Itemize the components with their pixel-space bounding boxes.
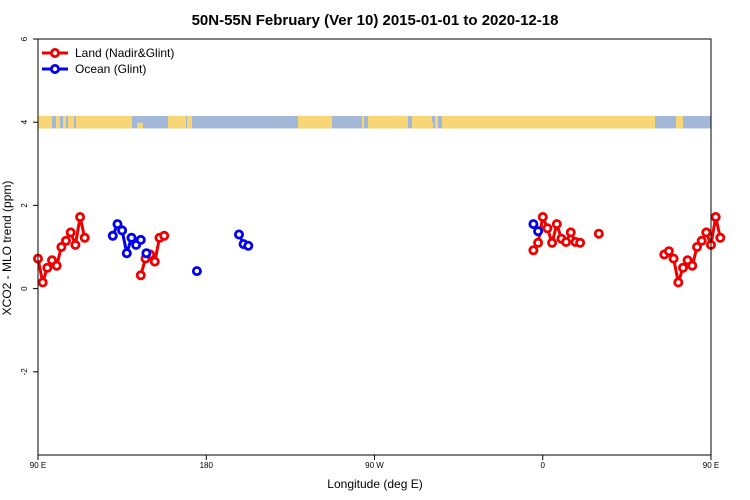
data-point xyxy=(70,239,81,250)
y-tick-label: 6 xyxy=(20,36,29,41)
data-point xyxy=(547,237,558,248)
data-point xyxy=(126,232,137,243)
legend-marker xyxy=(50,64,61,75)
data-point xyxy=(149,256,160,267)
x-axis-label: Longitude (deg E) xyxy=(327,477,422,491)
y-tick-label: 0 xyxy=(20,286,29,291)
x-tick-label: 90 E xyxy=(703,461,719,470)
land-band-segment xyxy=(427,122,433,129)
land-band-segment xyxy=(676,115,683,129)
data-point xyxy=(191,266,202,277)
legend: Land (Nadir&Glint) Ocean (Glint) xyxy=(42,46,174,76)
data-point xyxy=(233,229,244,240)
data-point xyxy=(561,236,572,247)
series-ocean xyxy=(107,219,544,277)
land-band-segment xyxy=(442,115,655,129)
data-point xyxy=(528,219,539,230)
data-point xyxy=(159,230,170,241)
data-point xyxy=(61,235,72,246)
land-band-segment xyxy=(76,115,132,129)
data-point xyxy=(565,227,576,238)
data-point xyxy=(696,235,707,246)
x-tick-label: 180 xyxy=(200,461,214,470)
land-band-segment xyxy=(187,115,192,129)
data-point xyxy=(75,211,86,222)
data-point xyxy=(79,232,90,243)
x-axis: 90 E 180 90 W 0 90 E xyxy=(30,455,719,470)
data-point xyxy=(663,246,674,257)
data-point xyxy=(117,225,128,236)
data-point xyxy=(65,227,76,238)
data-point xyxy=(687,260,698,271)
land-band-segment xyxy=(68,115,74,129)
data-point xyxy=(673,277,684,288)
y-axis-label: XCO2 - MLO trend (ppm) xyxy=(0,181,14,316)
data-point xyxy=(533,226,544,237)
data-point xyxy=(51,260,62,271)
data-point xyxy=(56,241,67,252)
land-ocean-band xyxy=(38,115,711,129)
land-band-segment xyxy=(368,115,408,129)
data-point xyxy=(692,241,703,252)
data-point xyxy=(37,277,48,288)
legend-item: Land (Nadir&Glint) xyxy=(42,46,174,60)
data-point xyxy=(121,248,132,259)
x-tick-label: 0 xyxy=(541,461,546,470)
data-point xyxy=(112,219,123,230)
data-point xyxy=(575,237,586,248)
y-tick-label: -2 xyxy=(20,368,29,376)
legend-label: Ocean (Glint) xyxy=(75,62,146,76)
data-point xyxy=(107,230,118,241)
land-band-segment xyxy=(435,115,438,129)
chart-title: 50N-55N February (Ver 10) 2015-01-01 to … xyxy=(192,12,559,29)
data-point xyxy=(678,262,689,273)
data-point xyxy=(533,237,544,248)
series-layer xyxy=(33,211,726,289)
data-point xyxy=(668,253,679,264)
land-band-segment xyxy=(362,115,364,129)
y-tick-label: 2 xyxy=(20,203,29,208)
y-axis: -2 0 2 4 6 xyxy=(20,36,38,375)
data-point xyxy=(42,262,53,273)
land-band-segment xyxy=(56,115,60,129)
data-point xyxy=(701,227,712,238)
data-point xyxy=(537,211,548,222)
y-tick-label: 4 xyxy=(20,119,29,124)
data-point xyxy=(542,223,553,234)
data-point xyxy=(715,232,726,243)
land-band-segment xyxy=(168,115,186,129)
legend-label: Land (Nadir&Glint) xyxy=(75,46,174,60)
legend-item: Ocean (Glint) xyxy=(42,62,146,76)
data-point xyxy=(710,211,721,222)
land-band-segment xyxy=(137,122,143,129)
legend-marker xyxy=(50,48,61,59)
data-point xyxy=(141,248,152,259)
land-band-segment xyxy=(298,115,332,129)
data-point xyxy=(135,234,146,245)
land-band-segment xyxy=(63,115,66,129)
x-tick-label: 90 W xyxy=(365,461,384,470)
series-land xyxy=(33,211,726,289)
land-band-segment xyxy=(38,115,52,129)
data-point xyxy=(135,270,146,281)
data-point xyxy=(528,245,539,256)
data-point xyxy=(593,228,604,239)
data-point xyxy=(551,219,562,230)
data-point xyxy=(243,240,254,251)
x-tick-label: 90 E xyxy=(30,461,46,470)
